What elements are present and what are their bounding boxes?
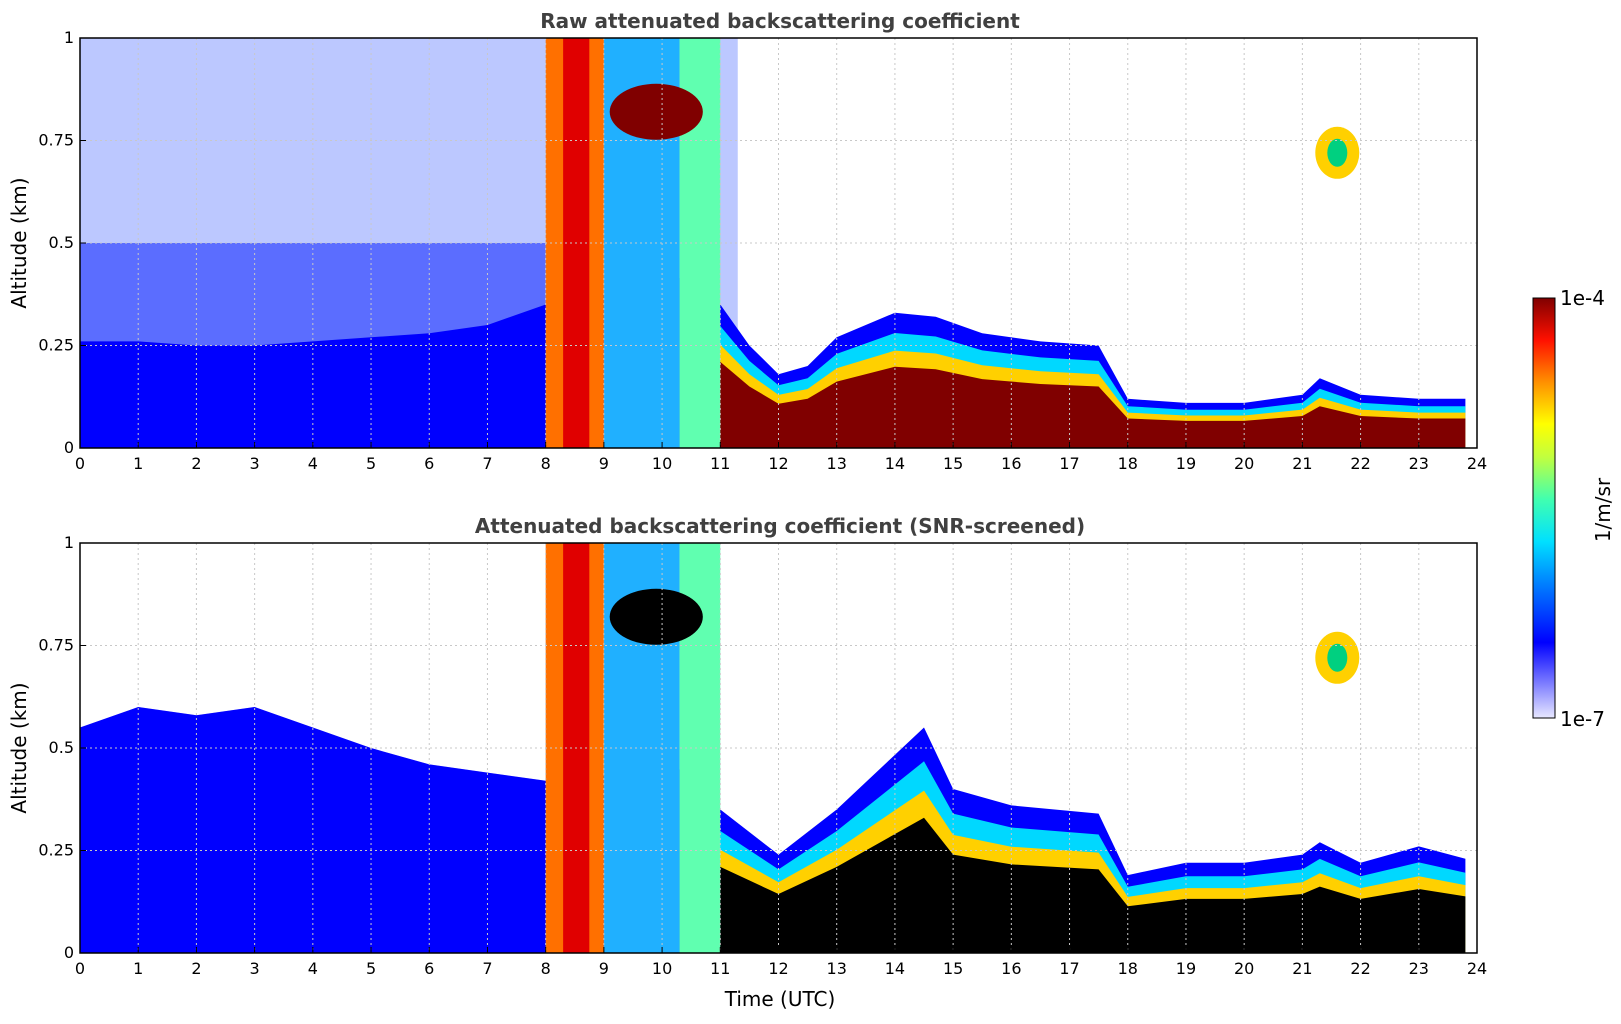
x-tick-label: 19 [1176, 959, 1196, 978]
x-tick-label: 21 [1292, 454, 1312, 473]
x-axis-label: Time (UTC) [724, 987, 836, 1011]
cloud-patch-core [1327, 643, 1348, 672]
raw-backscatter-panel: Raw attenuated backscattering coefficien… [7, 9, 1487, 473]
y-tick-label: 1 [64, 28, 74, 47]
raw-heatmap [80, 38, 1466, 448]
x-tick-label: 1 [133, 959, 143, 978]
colorbar-unit-label: 1/m/sr [1591, 477, 1615, 542]
x-tick-label: 4 [308, 454, 318, 473]
y-tick-label: 1 [64, 533, 74, 552]
x-tick-label: 14 [885, 959, 905, 978]
x-tick-label: 6 [424, 959, 434, 978]
snr-screened-panel: Attenuated backscattering coefficient (S… [7, 514, 1487, 1011]
x-tick-label: 20 [1234, 454, 1254, 473]
x-tick-label: 18 [1118, 959, 1138, 978]
x-tick-label: 17 [1059, 454, 1079, 473]
colorbar: 1e-4 1e-7 1/m/sr [1532, 286, 1615, 731]
snr-y-ticks: 0 0.25 0.5 0.75 1 [38, 533, 86, 962]
y-tick-label: 0.5 [49, 738, 74, 757]
y-tick-label: 0 [64, 438, 74, 457]
x-tick-label: 0 [75, 454, 85, 473]
x-tick-label: 15 [943, 959, 963, 978]
raw-x-ticks: 0 1 2 3 4 5 6 7 8 9 10 11 12 13 14 15 16 17 18 19 20 21 22 23 24 [75, 442, 1487, 473]
cloud-patch-core [1327, 138, 1348, 167]
x-tick-label: 2 [191, 959, 201, 978]
x-tick-label: 10 [652, 959, 672, 978]
x-tick-label: 16 [1001, 454, 1021, 473]
x-tick-label: 22 [1350, 959, 1370, 978]
x-tick-label: 9 [599, 454, 609, 473]
x-tick-label: 14 [885, 454, 905, 473]
x-tick-label: 17 [1059, 959, 1079, 978]
x-tick-label: 13 [827, 959, 847, 978]
x-tick-label: 19 [1176, 454, 1196, 473]
x-tick-label: 23 [1409, 454, 1429, 473]
aerosol-band-core [691, 344, 1466, 448]
y-tick-label: 0.5 [49, 233, 74, 252]
x-tick-label: 3 [250, 959, 260, 978]
raw-grid [80, 38, 1477, 448]
x-tick-label: 4 [308, 959, 318, 978]
aerosol-band-core [691, 817, 1466, 953]
x-tick-label: 1 [133, 454, 143, 473]
x-tick-label: 21 [1292, 959, 1312, 978]
raw-y-ticks: 0 0.25 0.5 0.75 1 [38, 28, 86, 457]
raw-y-axis-label: Altitude (km) [7, 177, 31, 308]
x-tick-label: 20 [1234, 959, 1254, 978]
x-tick-label: 11 [710, 454, 730, 473]
x-tick-label: 11 [710, 959, 730, 978]
x-tick-label: 9 [599, 959, 609, 978]
x-tick-label: 8 [541, 959, 551, 978]
colorbar-gradient [1532, 297, 1556, 719]
x-tick-label: 24 [1467, 959, 1487, 978]
cloud-layer [609, 83, 703, 140]
snr-x-ticks: 0 1 2 3 4 5 6 7 8 9 10 11 12 13 14 15 16 17 18 19 20 21 22 23 24 [75, 947, 1487, 978]
raw-panel-title: Raw attenuated backscattering coefficien… [540, 9, 1020, 33]
x-tick-label: 22 [1350, 454, 1370, 473]
y-tick-label: 0.75 [38, 131, 74, 150]
x-tick-label: 3 [250, 454, 260, 473]
x-tick-label: 5 [366, 454, 376, 473]
cloud-layer [609, 588, 703, 645]
x-tick-label: 12 [768, 454, 788, 473]
y-tick-label: 0.25 [38, 336, 74, 355]
x-tick-label: 2 [191, 454, 201, 473]
y-tick-label: 0.25 [38, 841, 74, 860]
x-tick-label: 23 [1409, 959, 1429, 978]
x-tick-label: 10 [652, 454, 672, 473]
x-tick-label: 5 [366, 959, 376, 978]
x-tick-label: 7 [482, 454, 492, 473]
y-tick-label: 0.75 [38, 636, 74, 655]
y-tick-label: 0 [64, 943, 74, 962]
x-tick-label: 15 [943, 454, 963, 473]
x-tick-label: 6 [424, 454, 434, 473]
colorbar-min-label: 1e-7 [1560, 707, 1605, 731]
snr-grid [80, 543, 1477, 953]
x-tick-label: 12 [768, 959, 788, 978]
x-tick-label: 0 [75, 959, 85, 978]
x-tick-label: 18 [1118, 454, 1138, 473]
x-tick-label: 24 [1467, 454, 1487, 473]
x-tick-label: 7 [482, 959, 492, 978]
snr-panel-title: Attenuated backscattering coefficient (S… [475, 514, 1085, 538]
colorbar-max-label: 1e-4 [1560, 286, 1605, 310]
snr-y-axis-label: Altitude (km) [7, 682, 31, 813]
x-tick-label: 13 [827, 454, 847, 473]
x-tick-label: 8 [541, 454, 551, 473]
x-tick-label: 16 [1001, 959, 1021, 978]
snr-heatmap [80, 543, 1466, 953]
